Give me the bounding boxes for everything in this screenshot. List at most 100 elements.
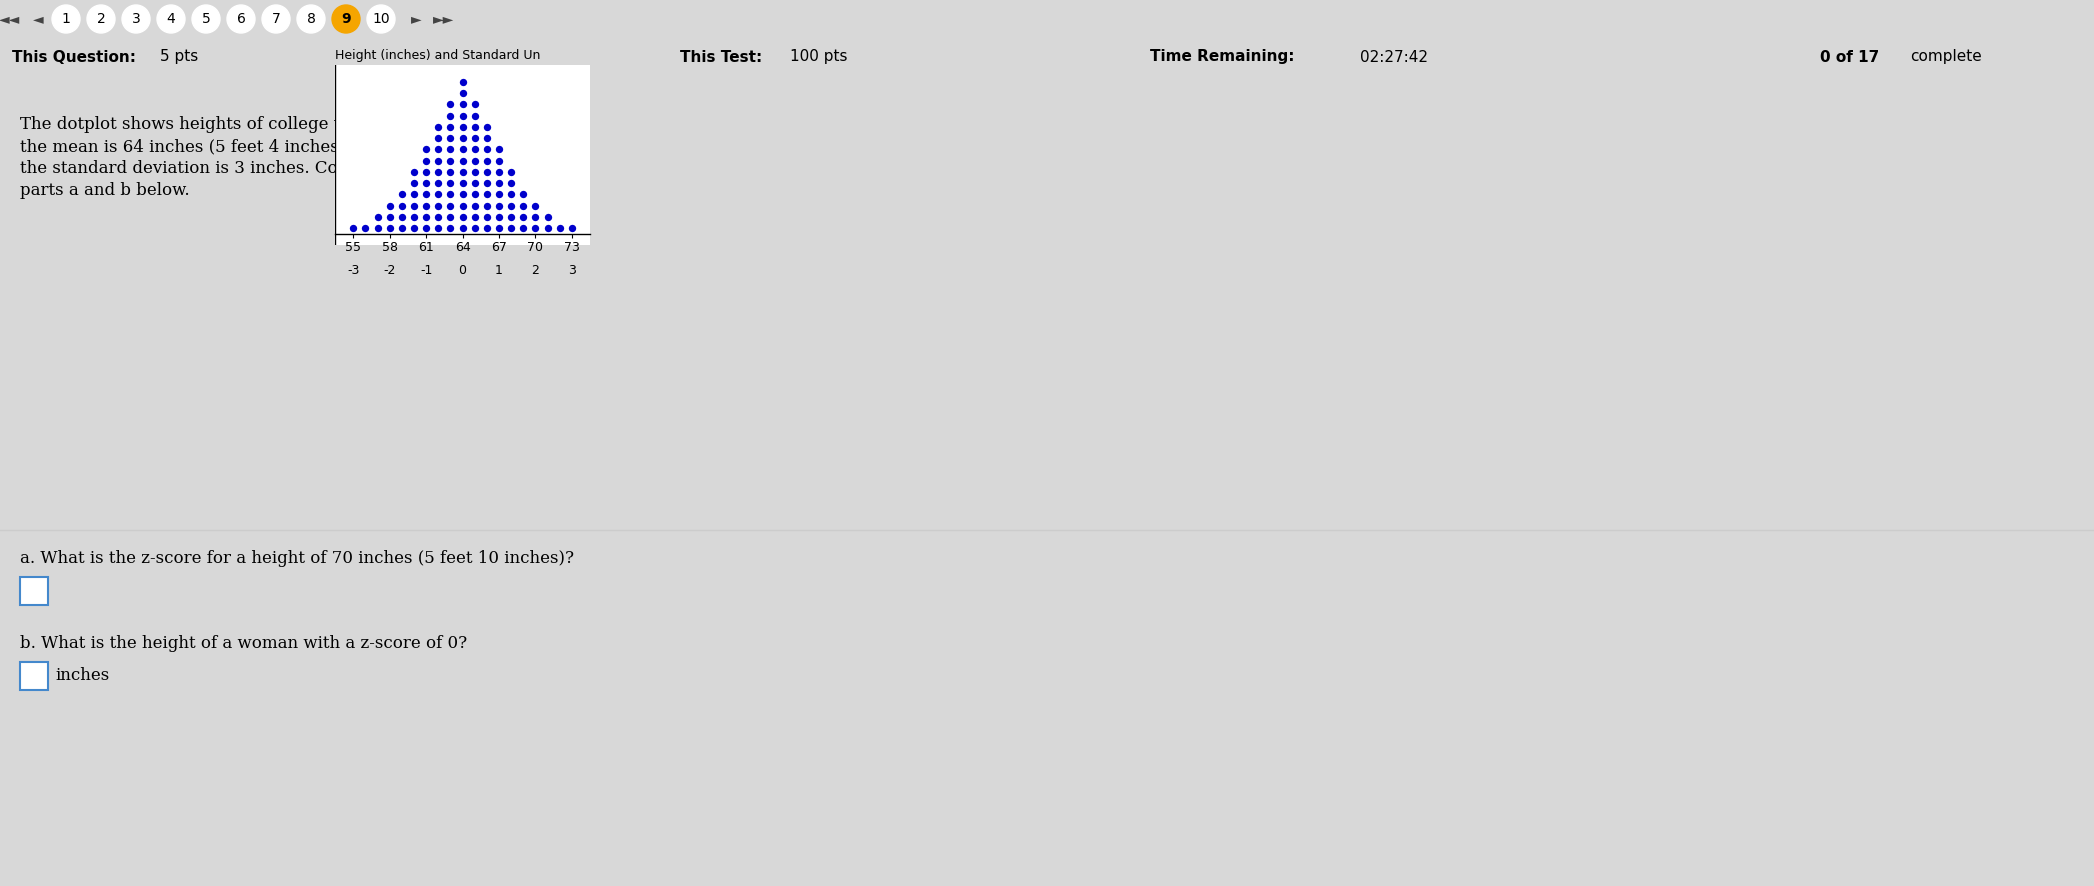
Text: -3: -3	[348, 264, 360, 277]
Point	[469, 165, 503, 179]
Text: the mean is 64 inches (5 feet 4 inches) and: the mean is 64 inches (5 feet 4 inches) …	[21, 138, 381, 155]
Text: ◄: ◄	[34, 12, 44, 26]
Point	[421, 176, 454, 190]
Point	[373, 198, 406, 213]
Point	[507, 210, 540, 224]
Point	[482, 153, 515, 167]
Point	[459, 131, 492, 145]
Point	[482, 187, 515, 201]
Point	[469, 120, 503, 134]
Point	[446, 187, 480, 201]
Point	[433, 165, 467, 179]
Point	[459, 120, 492, 134]
Point	[385, 221, 419, 235]
Point	[459, 153, 492, 167]
Point	[446, 109, 480, 123]
Point	[421, 143, 454, 157]
Point	[421, 187, 454, 201]
Point	[469, 210, 503, 224]
Text: 1: 1	[494, 264, 503, 277]
Point	[459, 165, 492, 179]
Circle shape	[52, 5, 80, 33]
Circle shape	[262, 5, 289, 33]
Point	[469, 221, 503, 235]
Text: 0 of 17: 0 of 17	[1820, 50, 1878, 65]
Point	[446, 131, 480, 145]
Point	[373, 210, 406, 224]
Point	[385, 210, 419, 224]
Point	[519, 221, 553, 235]
Point	[446, 97, 480, 112]
Point	[421, 198, 454, 213]
Point	[433, 176, 467, 190]
Point	[446, 86, 480, 100]
Point	[494, 221, 528, 235]
Point	[494, 198, 528, 213]
Point	[555, 221, 588, 235]
Text: This Test:: This Test:	[681, 50, 762, 65]
Text: -1: -1	[421, 264, 431, 277]
Point	[469, 153, 503, 167]
Point	[446, 176, 480, 190]
Circle shape	[226, 5, 255, 33]
Point	[446, 221, 480, 235]
Point	[446, 143, 480, 157]
Text: -2: -2	[383, 264, 396, 277]
Text: 4: 4	[168, 12, 176, 26]
Circle shape	[121, 5, 151, 33]
Text: 5: 5	[201, 12, 209, 26]
Text: 0: 0	[459, 264, 467, 277]
Text: ◄◄: ◄◄	[0, 12, 21, 26]
Point	[433, 198, 467, 213]
Point	[494, 210, 528, 224]
Point	[542, 221, 576, 235]
Point	[507, 187, 540, 201]
Circle shape	[193, 5, 220, 33]
Point	[519, 210, 553, 224]
Text: Time Remaining:: Time Remaining:	[1150, 50, 1294, 65]
Text: 1: 1	[61, 12, 71, 26]
Point	[421, 165, 454, 179]
Text: 7: 7	[272, 12, 281, 26]
Point	[482, 210, 515, 224]
Text: 10: 10	[373, 12, 389, 26]
Point	[433, 109, 467, 123]
Point	[446, 198, 480, 213]
Point	[482, 198, 515, 213]
Text: 9: 9	[341, 12, 352, 26]
Text: 100 pts: 100 pts	[789, 50, 848, 65]
Text: This Question:: This Question:	[13, 50, 136, 65]
Point	[385, 187, 419, 201]
Text: The dotplot shows heights of college women;: The dotplot shows heights of college wom…	[21, 116, 400, 133]
Point	[408, 187, 442, 201]
Text: 3: 3	[132, 12, 140, 26]
Text: the standard deviation is 3 inches. Complete: the standard deviation is 3 inches. Comp…	[21, 160, 396, 177]
Point	[446, 153, 480, 167]
Text: 2: 2	[532, 264, 540, 277]
Point	[421, 131, 454, 145]
Circle shape	[366, 5, 396, 33]
Circle shape	[157, 5, 184, 33]
Text: 2: 2	[96, 12, 105, 26]
Point	[433, 153, 467, 167]
Text: ►►: ►►	[433, 12, 454, 26]
Point	[421, 153, 454, 167]
Point	[446, 165, 480, 179]
Text: 5 pts: 5 pts	[159, 50, 199, 65]
Point	[482, 165, 515, 179]
Point	[398, 176, 431, 190]
Point	[398, 165, 431, 179]
Point	[469, 143, 503, 157]
Point	[348, 221, 381, 235]
Point	[446, 74, 480, 89]
Point	[433, 187, 467, 201]
Point	[459, 198, 492, 213]
Point	[433, 210, 467, 224]
Text: 02:27:42: 02:27:42	[1359, 50, 1428, 65]
Point	[459, 187, 492, 201]
Text: inches: inches	[54, 667, 109, 684]
Point	[398, 187, 431, 201]
Point	[421, 221, 454, 235]
Point	[433, 221, 467, 235]
Circle shape	[88, 5, 115, 33]
